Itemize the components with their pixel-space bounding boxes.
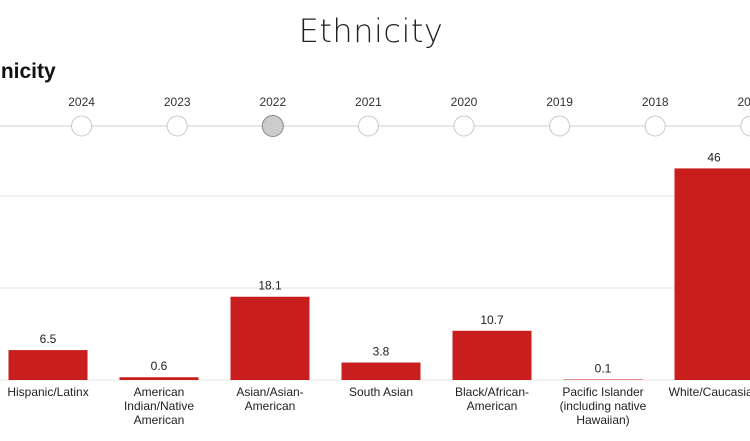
timeline-dot[interactable] [740,115,750,137]
page-title: Ethnicity [298,12,444,50]
timeline-year-2020[interactable]: 2020 [451,95,478,137]
category-label: South Asian [349,385,413,399]
timeline-year-label: 2024 [68,95,95,109]
timeline-year-label: 2020 [451,95,478,109]
data-label: 6.5 [40,332,57,346]
timeline-dot[interactable] [71,115,93,137]
timeline-year-label: 2019 [546,95,573,109]
bar[interactable] [563,379,643,381]
data-label: 0.1 [595,362,612,376]
bar-group[interactable]: 6.5 Hispanic/Latinx [7,332,88,399]
category-label: Asian/Asian-American [236,385,303,413]
timeline-year-2022[interactable]: 2022 [259,95,286,137]
data-label: 46 [707,150,721,164]
bar-group[interactable]: 46 White/Caucasian [669,150,750,399]
bar[interactable] [119,377,199,380]
timeline-year-label: 2018 [642,95,669,109]
timeline-year-2019[interactable]: 2019 [546,95,573,137]
bar[interactable] [674,168,750,380]
category-label: Hispanic/Latinx [7,385,88,399]
timeline-dot[interactable] [644,115,666,137]
timeline-year-2017[interactable]: 2017 [737,95,750,137]
timeline-year-label: 2017 [737,95,750,109]
bar[interactable] [341,362,421,380]
timeline-year-label: 2023 [164,95,191,109]
year-timeline: 202520242023202220212020201920182017 [0,95,750,137]
timeline-dot[interactable] [166,115,188,137]
timeline-year-2024[interactable]: 2024 [68,95,95,137]
bar-group[interactable]: 3.8 South Asian [341,345,421,399]
timeline-year-label: 2021 [355,95,382,109]
bar-group[interactable]: 10.7 Black/African-American [452,313,532,413]
timeline-year-2018[interactable]: 2018 [642,95,669,137]
timeline-dot[interactable] [357,115,379,137]
data-label: 18.1 [258,279,282,293]
bar-group[interactable]: 18.1 Asian/Asian-American [230,279,310,413]
timeline-dot[interactable] [549,115,571,137]
bar-group[interactable]: 0.6 American Indian/Native American [119,359,199,427]
timeline-dot-selected[interactable] [261,115,284,137]
bar-group[interactable]: 0.1 Pacific Islander (including native Hawa… [560,362,647,428]
bar[interactable] [230,296,310,380]
chart-title: Ethnicity [0,60,56,83]
category-label: White/Caucasian [669,385,750,399]
bar[interactable] [8,350,88,380]
bar[interactable] [452,330,532,380]
timeline-year-label: 2022 [259,95,286,109]
timeline-year-2021[interactable]: 2021 [355,95,382,137]
category-label: Pacific Islander (including native Hawaiia… [560,385,647,427]
category-label: Black/African-American [455,385,529,413]
data-label: 10.7 [480,313,504,327]
ethnicity-bar-chart: 6.5 Hispanic/Latinx 0.6 American Indian/Nati… [0,150,750,428]
category-label: American Indian/Native American [124,385,194,427]
timeline-year-2023[interactable]: 2023 [164,95,191,137]
data-label: 0.6 [151,359,168,373]
data-label: 3.8 [373,345,390,359]
timeline-dot[interactable] [453,115,475,137]
